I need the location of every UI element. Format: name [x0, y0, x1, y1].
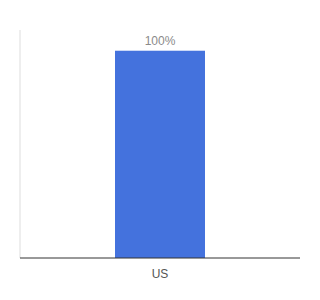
data-label: 100% — [145, 34, 176, 48]
bar — [115, 51, 205, 258]
x-axis-line — [20, 258, 300, 259]
x-tick-label: US — [152, 267, 169, 281]
chart-container: 100% US — [0, 0, 320, 300]
chart: 100% US — [0, 0, 320, 300]
bars — [115, 51, 205, 258]
y-axis-line — [20, 30, 21, 258]
